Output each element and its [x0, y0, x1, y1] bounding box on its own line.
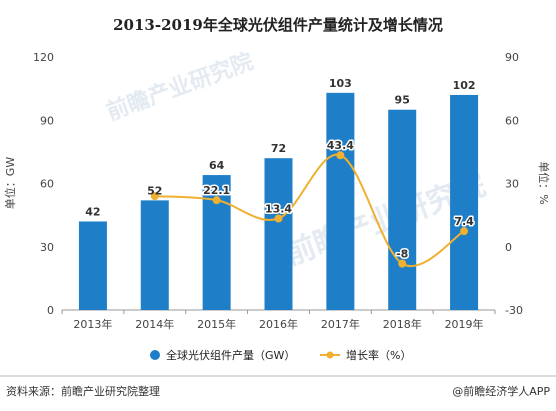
- growth-rate-point: [274, 214, 283, 223]
- x-tick-label: 2018年: [383, 317, 422, 331]
- line-value-label: 22.1: [203, 184, 230, 197]
- line-value-label: -8: [396, 248, 408, 261]
- growth-rate-point: [398, 259, 407, 268]
- y-left-tick-label: 90: [40, 114, 54, 127]
- growth-rate-point: [150, 192, 159, 201]
- legend-bar-label: 全球光伏组件产量（GW）: [166, 348, 295, 362]
- bar: [450, 94, 479, 310]
- bar: [264, 158, 293, 310]
- legend-bar-marker: [150, 350, 160, 360]
- y-left-tick-label: 120: [33, 51, 54, 64]
- legend: 全球光伏组件产量（GW） 增长率（%）: [150, 348, 411, 362]
- bar-value-label: 102: [453, 79, 476, 92]
- bar-value-label: 103: [329, 77, 352, 90]
- y-right-tick-label: 0: [505, 241, 512, 254]
- bar-value-label: 72: [271, 142, 286, 155]
- x-tick-label: 2016年: [259, 317, 298, 331]
- y-right-tick-label: 30: [505, 178, 519, 191]
- axes: 2013年 2014年 2015年 2016年 2017年 2018年 2019年 0 30 60…: [33, 51, 523, 331]
- growth-rate-point: [336, 151, 345, 160]
- y-left-tick-label: 30: [40, 241, 54, 254]
- bar-value-label: 64: [209, 159, 225, 172]
- y-right-axis-label: 单位：%: [537, 161, 551, 204]
- y-left-axis-label: 单位：GW: [3, 157, 17, 210]
- data-labels: 42 52 64 72 103 95 102 22.1 13.4 43.4 -8 7.4: [85, 77, 476, 262]
- footer-credit: @前瞻经济学人APP: [452, 384, 550, 398]
- bar-value-label: 42: [85, 205, 100, 218]
- watermark-text: 前瞻产业研究院: [103, 49, 257, 126]
- line-value-label: 7.4: [454, 215, 474, 228]
- x-tick-label: 2014年: [135, 317, 174, 331]
- x-tick-label: 2019年: [445, 317, 484, 331]
- y-left-tick-label: 60: [40, 178, 54, 191]
- x-tick-label: 2017年: [321, 317, 360, 331]
- y-right-tick-label: 60: [505, 114, 519, 127]
- legend-line-label: 增长率（%）: [346, 348, 411, 362]
- bar: [388, 109, 417, 310]
- chart-title: 2013-2019年全球光伏组件产量统计及增长情况: [113, 16, 443, 34]
- y-right-tick-label: -30: [505, 304, 523, 317]
- bar: [140, 200, 169, 310]
- bar-series: [78, 92, 479, 310]
- x-tick-label: 2013年: [73, 317, 112, 331]
- line-series: [150, 151, 469, 268]
- y-left-tick-label: 0: [47, 304, 54, 317]
- line-value-label: 43.4: [327, 139, 354, 152]
- growth-rate-point: [212, 196, 221, 205]
- bar-value-label: 95: [395, 94, 410, 107]
- bar: [326, 92, 355, 310]
- bar: [78, 221, 107, 310]
- line-value-label: 13.4: [265, 202, 292, 215]
- legend-line-dot: [326, 351, 334, 359]
- bar-value-label: 52: [147, 184, 162, 197]
- footer-source: 资料来源：前瞻产业研究院整理: [6, 384, 160, 398]
- y-right-tick-label: 90: [505, 51, 519, 64]
- growth-rate-point: [460, 227, 469, 236]
- x-tick-label: 2015年: [197, 317, 236, 331]
